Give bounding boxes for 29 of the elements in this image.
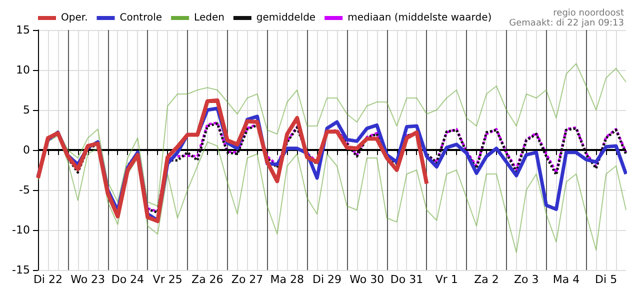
x-tick-label: Wo 23 xyxy=(70,273,106,286)
text: Gemaakt: di 22 jan 09:13 xyxy=(509,18,624,28)
text: regio noordoost xyxy=(553,8,624,18)
x-tick-label: Za 26 xyxy=(192,273,224,286)
x-tick-label: Di 29 xyxy=(312,273,342,286)
legend-label: mediaan (middelste waarde) xyxy=(348,12,492,24)
x-tick-label: Zo 27 xyxy=(231,273,264,286)
legend-label: Leden xyxy=(194,12,224,24)
x-tick-label: Vr 1 xyxy=(435,273,458,286)
legend-label: gemiddelde xyxy=(256,12,316,24)
y-tick-label: 0 xyxy=(23,144,30,156)
y-tick-label: 15 xyxy=(16,24,30,36)
x-tick-label: Wo 30 xyxy=(350,273,384,286)
x-tick-label: Za 2 xyxy=(474,273,499,286)
legend-label: Oper. xyxy=(61,12,88,24)
x-tick-label: Do 24 xyxy=(111,273,144,286)
y-tick-label: -5 xyxy=(19,184,30,196)
y-tick-label: -15 xyxy=(12,264,30,276)
y-tick-label: 5 xyxy=(23,104,30,116)
x-tick-label: Ma 4 xyxy=(552,273,580,286)
y-tick-label: 10 xyxy=(16,64,30,76)
x-tick-label: Vr 25 xyxy=(152,273,182,286)
x-tick-label: Di 5 xyxy=(595,273,618,286)
x-tick-label: Zo 3 xyxy=(514,273,539,286)
legend-label: Controle xyxy=(120,12,162,24)
x-tick-label: Ma 28 xyxy=(270,273,304,286)
x-tick-label: Do 31 xyxy=(390,273,424,286)
y-tick-label: -10 xyxy=(12,224,30,236)
x-tick-label: Di 22 xyxy=(33,273,62,286)
